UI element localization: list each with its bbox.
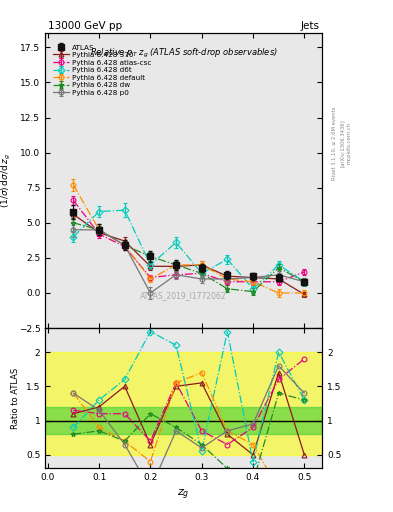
Text: ATLAS_2019_I1772062: ATLAS_2019_I1772062 [140,291,227,300]
Text: Jets: Jets [301,21,320,31]
Text: [arXiv:1306.3436]: [arXiv:1306.3436] [340,119,345,167]
Y-axis label: Ratio to ATLAS: Ratio to ATLAS [11,368,20,429]
Y-axis label: $(1/\sigma)\,\mathrm{d}\sigma/\mathrm{d}\,z_g$: $(1/\sigma)\,\mathrm{d}\sigma/\mathrm{d}… [0,153,13,208]
Text: Rivet 3.1.10, ≥ 2.6M events: Rivet 3.1.10, ≥ 2.6M events [332,106,337,180]
X-axis label: $z_g$: $z_g$ [178,488,190,502]
Bar [45,352,322,455]
Text: Relative $p_T$ $z_g$ (ATLAS soft-drop observables): Relative $p_T$ $z_g$ (ATLAS soft-drop ob… [90,47,277,59]
Text: mcplots.cern.ch: mcplots.cern.ch [347,122,352,164]
Legend: ATLAS, Pythia 6.428 370, Pythia 6.428 atlas-csc, Pythia 6.428 d6t, Pythia 6.428 : ATLAS, Pythia 6.428 370, Pythia 6.428 at… [51,43,152,97]
Bar [45,407,322,434]
Text: 13000 GeV pp: 13000 GeV pp [48,21,122,31]
